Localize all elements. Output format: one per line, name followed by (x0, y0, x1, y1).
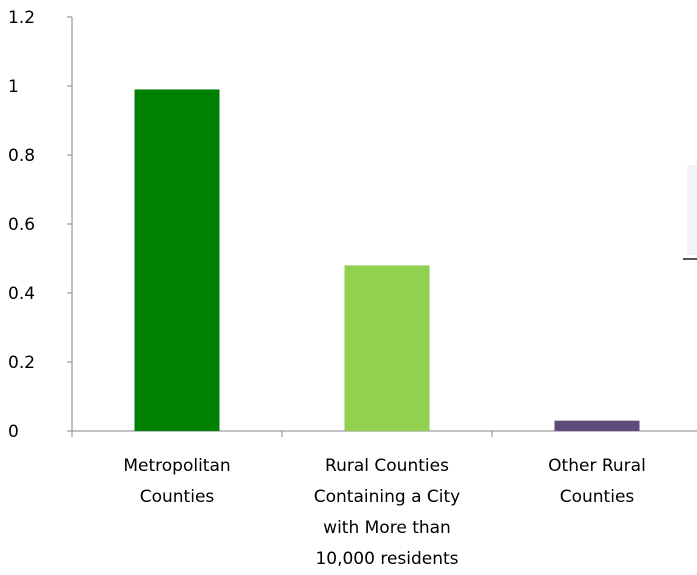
bars (134, 89, 640, 431)
y-tick-label: 0.8 (8, 146, 35, 166)
category-label-2-line-2: Containing a City (314, 487, 460, 507)
category-labels: Metropolitan Counties Rural Counties Contai… (123, 456, 645, 569)
edge-fragment (683, 165, 697, 260)
y-tick-label: 1.2 (8, 8, 35, 28)
bar-3 (554, 420, 640, 431)
category-label-3-line-2: Counties (560, 487, 635, 507)
y-tick-label: 0.2 (8, 353, 35, 373)
category-label-3-line-1: Other Rural (548, 456, 646, 476)
category-label-2-line-4: 10,000 residents (315, 549, 458, 569)
y-tick-label: 0.6 (8, 215, 35, 235)
bar-2 (344, 265, 430, 431)
category-label-1-line-2: Counties (140, 487, 215, 507)
y-tick-label: 0 (8, 422, 19, 442)
category-label-2-line-1: Rural Counties (325, 456, 449, 476)
category-label-1-line-1: Metropolitan (123, 456, 230, 476)
y-tick-label: 1 (8, 77, 19, 97)
y-axis: 0 0.2 0.4 0.6 0.8 1 1.2 (8, 8, 73, 442)
x-axis (71, 430, 697, 437)
y-tick-label: 0.4 (8, 284, 35, 304)
bar-1 (134, 89, 220, 431)
category-label-2-line-3: with More than (323, 518, 451, 538)
